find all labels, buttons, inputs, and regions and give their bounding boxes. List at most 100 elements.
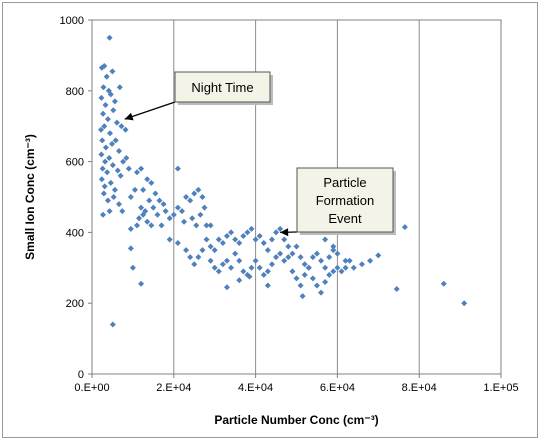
y-tick-label: 400 — [66, 227, 84, 239]
data-point — [330, 247, 337, 254]
data-point — [106, 34, 113, 41]
data-point — [197, 211, 204, 218]
callout-box — [296, 167, 394, 233]
annotations: Night Time Particle Formation Event — [124, 71, 396, 237]
callout-arrow-line — [124, 101, 176, 120]
data-point — [107, 91, 114, 98]
x-tick-label: 2.E+04 — [156, 382, 191, 394]
data-point — [199, 194, 206, 200]
data-point — [293, 243, 300, 250]
data-point — [102, 144, 109, 151]
data-point — [174, 165, 181, 172]
y-tick-label: 1000 — [60, 15, 84, 27]
data-point — [346, 257, 353, 264]
data-point — [297, 282, 304, 289]
data-point — [138, 165, 145, 172]
data-point — [183, 247, 190, 254]
callout-2: Particle Formation Event — [280, 167, 396, 237]
data-point — [273, 229, 280, 236]
data-point — [115, 147, 122, 154]
data-point — [256, 232, 263, 239]
data-point — [101, 183, 108, 190]
data-point — [174, 204, 181, 211]
data-point — [215, 236, 222, 243]
data-point — [109, 68, 116, 75]
data-point — [277, 225, 284, 232]
data-point — [98, 176, 105, 183]
data-point — [154, 211, 161, 218]
data-point — [248, 225, 255, 232]
x-tick-label: 0.E+00 — [74, 382, 109, 394]
data-point — [187, 197, 194, 204]
data-point — [330, 243, 337, 250]
data-point — [101, 63, 108, 70]
data-point — [203, 236, 210, 243]
data-point — [148, 179, 155, 186]
data-point — [211, 247, 218, 254]
data-point — [148, 222, 155, 229]
data-points — [97, 34, 468, 328]
plot-area — [91, 19, 502, 375]
data-point — [223, 257, 230, 264]
callout-box — [174, 71, 271, 103]
data-point — [98, 151, 105, 158]
data-point — [156, 197, 163, 204]
data-point — [301, 271, 308, 278]
data-point — [166, 236, 173, 243]
data-point — [342, 264, 349, 271]
data-point — [285, 254, 292, 261]
data-point — [309, 275, 316, 282]
data-point — [326, 254, 333, 261]
data-point — [109, 321, 116, 328]
data-point — [322, 278, 329, 285]
data-point — [127, 245, 134, 252]
data-point — [240, 268, 247, 275]
data-point — [281, 257, 288, 264]
data-point — [201, 204, 208, 211]
data-point — [297, 254, 304, 261]
data-point — [281, 236, 288, 243]
data-point — [138, 280, 145, 287]
data-point — [102, 158, 109, 165]
data-point — [256, 264, 263, 271]
data-point — [104, 116, 111, 123]
data-point — [131, 186, 138, 193]
data-point — [301, 261, 308, 268]
callout-1: Night Time — [124, 71, 273, 121]
data-point — [140, 186, 147, 193]
data-point — [293, 275, 300, 282]
callout-text: Night Time — [191, 80, 253, 95]
data-point — [313, 282, 320, 289]
data-point — [144, 176, 151, 183]
callout-arrowhead — [124, 112, 134, 121]
data-point — [187, 254, 194, 261]
data-point — [120, 158, 127, 165]
data-point — [101, 123, 108, 130]
data-point — [461, 300, 468, 307]
data-point — [367, 257, 374, 264]
data-point — [273, 254, 280, 261]
data-point — [170, 211, 177, 218]
data-point — [232, 236, 239, 243]
data-point — [207, 257, 214, 264]
data-point — [111, 186, 118, 193]
data-point — [127, 194, 134, 200]
data-point — [289, 250, 296, 257]
data-point — [133, 169, 140, 176]
data-point — [309, 254, 316, 261]
data-point — [115, 201, 122, 208]
data-point — [203, 222, 210, 229]
data-point — [350, 264, 357, 271]
data-point — [97, 126, 104, 133]
data-point — [99, 137, 106, 144]
data-point — [111, 98, 118, 105]
y-tick-labels: 0 200 400 600 800 1000 — [60, 15, 84, 381]
data-point — [223, 232, 230, 239]
data-point — [334, 250, 341, 257]
data-point — [109, 140, 116, 147]
data-point — [330, 268, 337, 275]
data-point — [123, 155, 130, 162]
x-tick-label: 6.E+04 — [320, 382, 355, 394]
data-point — [178, 208, 185, 215]
